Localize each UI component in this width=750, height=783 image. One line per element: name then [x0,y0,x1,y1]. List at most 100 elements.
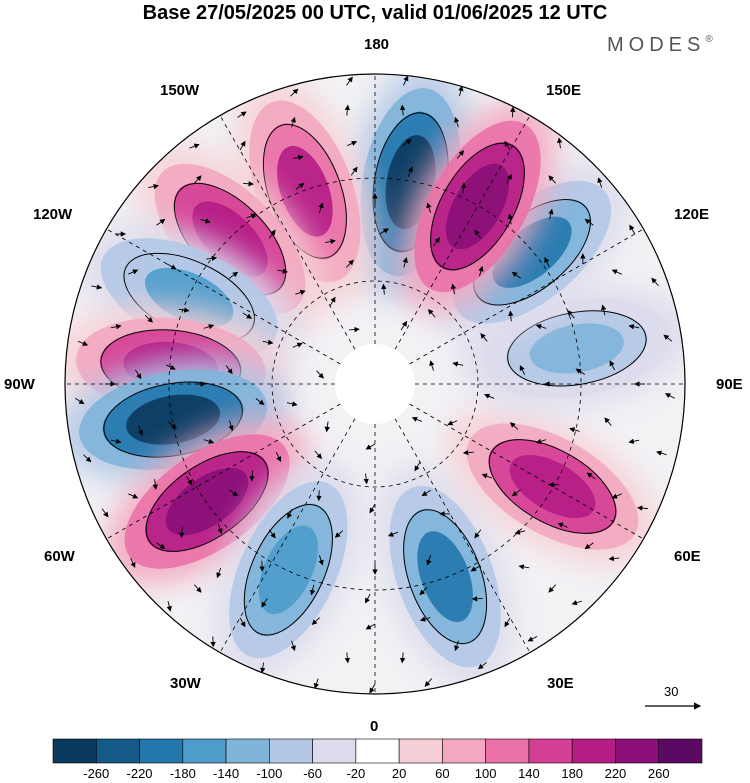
wind-arrow [156,218,166,226]
wind-arrow [295,182,305,190]
colorbar-swatch-0 [52,738,97,764]
wind-arrow [365,443,376,450]
colorbar-swatch-10 [485,738,530,764]
wind-arrow [399,104,406,116]
colorbar-tick-6: -20 [346,766,366,781]
anomaly-center-12 [398,99,557,314]
colorbar-tick-13: 260 [647,766,670,781]
wind-arrow [316,370,324,379]
wind-arrow [166,601,172,612]
wind-arrow [548,584,556,593]
colorbar-swatch-11 [528,738,573,764]
wind-arrow [165,364,176,370]
lon-label-150e: 150E [546,82,582,99]
colorbar-swatch-4 [225,738,270,764]
wind-arrow [216,567,222,579]
wind-arrow [295,289,306,295]
wind-arrow [586,472,596,480]
colorbar-tick-8: 60 [435,766,450,781]
wind-arrow [608,555,620,562]
wind-arrow [504,140,511,151]
wind-arrow [242,312,253,319]
wind-arrow [628,438,640,444]
wind-arrow [365,623,376,630]
wind-arrow [402,257,408,268]
wind-arrow [334,530,344,538]
wind-arrow [460,182,467,194]
wind-arrow [345,259,354,268]
lon-label-150w: 150W [160,82,200,99]
wind-arrow [348,326,360,333]
wind-arrow [419,616,431,622]
wind-arrow [629,224,636,235]
colorbar-tick-12: 220 [604,766,627,781]
wind-arrow [424,678,433,687]
wind-arrow [478,265,484,277]
wind-arrow [277,268,289,274]
colorbar-tick-5: -60 [303,766,322,781]
lon-label-60e: 60E [674,548,701,565]
wind-arrow [628,324,640,330]
wind-arrow [77,340,89,346]
lon-label-60w: 60W [44,548,75,565]
wind-arrow [268,529,276,539]
wind-arrow [314,450,323,459]
wind-arrow [290,640,296,652]
wind-arrow [110,438,122,444]
lon-label-90w: 90W [4,376,35,393]
wind-arrow [597,177,603,188]
wind-arrow [663,334,673,342]
wind-arrow [481,473,493,479]
lon-label-30w: 30W [170,675,201,692]
wind-arrow [239,140,246,151]
wind-arrow [128,493,139,499]
wind-arrow [609,360,615,371]
wind-arrow [456,150,465,159]
wind-arrow [535,438,547,444]
wind-arrow [651,277,659,287]
colorbar-swatch-5 [269,738,313,764]
wind-arrow [569,427,580,433]
wind-arrow [403,75,409,86]
anomaly-center-7 [214,459,363,681]
wind-arrow [379,228,389,235]
wind-arrow [344,104,351,116]
wind-arrow [508,310,514,322]
colorbar-tick-4: -100 [256,766,283,781]
wind-arrow [311,617,320,626]
wind-arrow [290,116,296,128]
wind-arrow [399,652,406,664]
wind-arrow [364,593,371,604]
wind-arrow [535,324,547,330]
wind-arrow [110,324,122,330]
wind-arrow [471,596,483,602]
wind-arrow [260,662,266,674]
wind-arrow [452,361,464,367]
anomaly-center-11 [433,163,631,342]
wind-arrow [611,269,622,275]
wind-arrow [243,181,254,187]
wind-arrow [450,283,457,295]
wind-arrow [128,269,139,275]
lon-label-120w: 120W [33,206,73,223]
wind-arrow [433,237,441,247]
wind-arrow [225,365,233,375]
anomaly-center-2 [135,144,325,334]
wind-arrow [400,320,408,331]
wind-arrow [101,508,109,518]
wind-arrow [135,369,142,380]
wind-arrow [548,208,554,220]
wind-arrow [91,284,103,290]
wind-arrow [421,489,432,497]
meridian-30 [374,383,531,653]
wind-arrow [313,678,319,689]
map-disk [65,74,685,694]
wind-arrow [519,365,526,375]
meridian-240 [106,228,376,385]
wind-arrow [262,339,274,345]
wind-arrow [318,202,324,213]
wind-arrow [229,489,239,497]
wind-arrow [179,527,185,539]
wind-arrow [156,542,166,550]
wind-arrow [518,564,530,570]
